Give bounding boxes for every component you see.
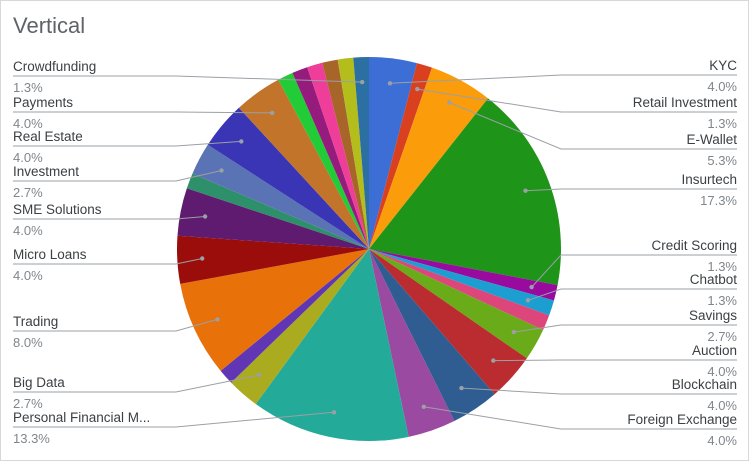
slice-label: Insurtech	[681, 172, 737, 187]
pie-slice	[180, 249, 369, 371]
slice-value-label: 4.0%	[707, 398, 737, 413]
pie-callouts	[13, 74, 737, 430]
slice-label: Crowdfunding	[13, 59, 96, 74]
pie-slice	[369, 67, 489, 249]
callout-dot	[360, 79, 365, 85]
callout-line	[13, 216, 206, 220]
callout-line	[389, 74, 737, 84]
callout-line	[513, 324, 737, 333]
callout-dot	[270, 110, 275, 116]
callout-line	[13, 111, 273, 114]
pie-slice	[192, 144, 369, 249]
callout-dot	[215, 317, 220, 322]
slice-label: Chatbot	[690, 272, 738, 287]
slice-value-label: 4.0%	[13, 268, 43, 283]
slice-value-label: 1.3%	[707, 116, 737, 131]
slice-value-label: 5.3%	[707, 153, 737, 168]
pie-slice	[369, 249, 554, 316]
pie-slice	[177, 188, 369, 249]
pie-slice	[278, 72, 369, 249]
slice-value-label: 4.0%	[13, 116, 43, 131]
pie-slice	[369, 57, 417, 249]
pie-slice	[369, 249, 550, 330]
slice-value-label: 1.3%	[13, 80, 43, 95]
callout-line	[527, 288, 737, 301]
pie-slice	[238, 79, 369, 249]
slice-label: SME Solutions	[13, 202, 102, 217]
slice-value-label: 2.7%	[707, 329, 737, 344]
slice-label: Micro Loans	[13, 247, 87, 262]
pie-slice	[322, 59, 369, 249]
slice-value-label: 4.0%	[13, 150, 43, 165]
pie-slice	[207, 107, 369, 249]
pie-slice	[369, 63, 433, 249]
pie-slice	[369, 249, 527, 395]
slice-label: Real Estate	[13, 129, 83, 144]
pie-slice	[176, 235, 369, 284]
slice-label: Big Data	[13, 375, 65, 390]
pie-slice	[231, 249, 369, 405]
pie-slice	[369, 249, 558, 301]
slice-value-label: 2.7%	[13, 396, 43, 411]
callout-line	[13, 318, 218, 332]
pie-slice	[369, 98, 561, 286]
slice-label: Payments	[13, 95, 73, 110]
slice-label: Trading	[13, 314, 58, 329]
slice-value-label: 4.0%	[707, 433, 737, 448]
pie-slice	[353, 57, 369, 249]
pie-slice	[369, 249, 455, 437]
slice-label: Investment	[13, 164, 79, 179]
pie-slice	[337, 57, 369, 250]
slice-value-label: 13.3%	[13, 431, 50, 446]
callout-line	[13, 258, 203, 265]
pie-slice	[255, 249, 409, 441]
callout-line	[13, 374, 260, 393]
slice-value-label: 1.3%	[707, 293, 737, 308]
slice-label: Savings	[689, 308, 737, 323]
pie-slice	[220, 249, 369, 383]
pie-slices	[176, 57, 561, 441]
pie-slice	[307, 62, 369, 249]
pie-slice	[186, 173, 369, 249]
callout-line	[461, 387, 737, 395]
slice-value-label: 4.0%	[707, 364, 737, 379]
chart-title: Vertical	[13, 13, 85, 38]
pie-slice	[369, 249, 544, 359]
callout-line	[493, 359, 737, 362]
callout-line	[13, 140, 242, 147]
slice-value-label: 1.3%	[707, 259, 737, 274]
callout-line	[13, 75, 363, 83]
slice-label: Auction	[692, 343, 737, 358]
callout-line	[423, 406, 737, 430]
slice-label: KYC	[709, 58, 737, 73]
callout-dot	[459, 385, 464, 391]
slice-value-label: 4.0%	[707, 79, 737, 94]
slice-value-label: 4.0%	[13, 223, 43, 238]
callout-line	[417, 88, 737, 113]
callout-line	[13, 411, 335, 428]
pie-slice	[369, 249, 495, 421]
slice-value-label: 8.0%	[13, 335, 43, 350]
callout-line	[531, 254, 737, 288]
callout-line	[525, 188, 737, 192]
slice-label: Personal Financial M...	[13, 410, 150, 425]
slice-label: Blockchain	[672, 377, 737, 392]
slice-label: Retail Investment	[633, 95, 738, 110]
slice-value-label: 2.7%	[13, 185, 43, 200]
pie-slice	[292, 67, 369, 250]
slice-label: Credit Scoring	[651, 238, 737, 253]
callout-line	[449, 102, 737, 150]
slice-label: Foreign Exchange	[627, 412, 737, 427]
slice-label: E-Wallet	[686, 132, 737, 147]
callout-line	[13, 170, 222, 182]
slice-value-label: 17.3%	[700, 193, 737, 208]
